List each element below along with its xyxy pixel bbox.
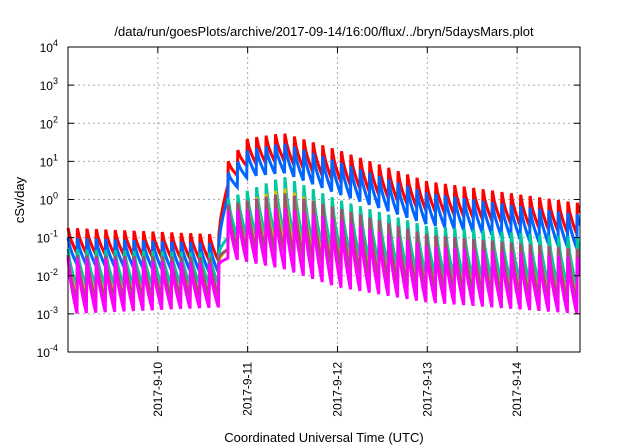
x-axis: 2017-9-10 2017-9-11 2017-9-12 2017-9-13 2017… [151,47,524,417]
y-tick-label: 10-4 [37,343,58,360]
y-axis-label: cSv/day [12,176,27,223]
x-tick-label: 2017-9-12 [330,362,344,417]
x-tick-label: 2017-9-11 [241,362,255,416]
y-axis: 104 103 102 101 100 10-1 10-2 10-3 10-4 [37,38,580,360]
y-tick-label: 104 [40,38,58,55]
y-tick-label: 103 [40,76,58,93]
x-axis-label: Coordinated Universal Time (UTC) [224,430,423,445]
x-tick-label: 2017-9-14 [510,362,524,417]
chart-title: /data/run/goesPlots/archive/2017-09-14/1… [114,24,534,39]
y-tick-label: 10-2 [37,267,58,284]
y-tick-label: 100 [40,191,58,208]
y-tick-label: 102 [40,114,58,131]
series-red-line [66,133,581,262]
series-blue-line [66,143,581,274]
y-tick-label: 10-3 [37,305,58,322]
y-tick-label: 101 [40,152,58,169]
x-tick-label: 2017-9-13 [420,362,434,417]
series-group [66,133,581,314]
series-magenta-line [66,208,581,314]
y-tick-label: 10-1 [37,229,58,246]
x-tick-label: 2017-9-10 [151,362,165,417]
